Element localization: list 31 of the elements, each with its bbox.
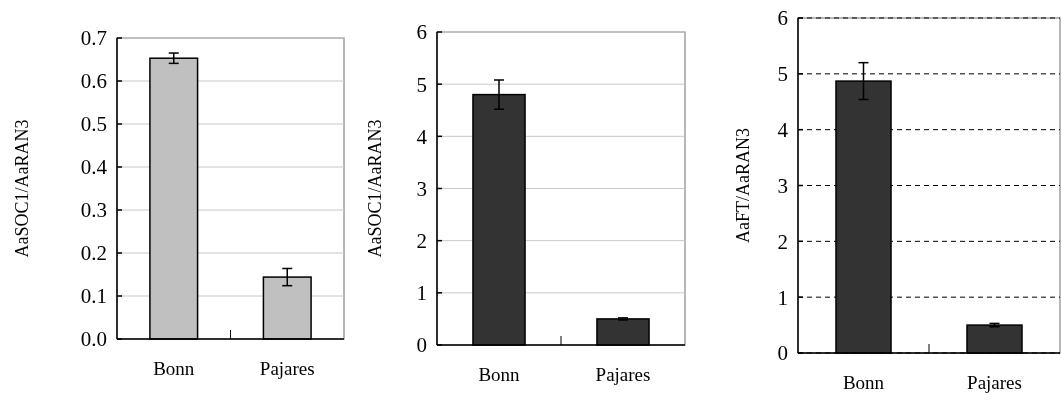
- y-tick-label: 3: [777, 173, 788, 198]
- y-tick-label: 0.4: [80, 155, 108, 180]
- x-tick-label: Bonn: [478, 364, 521, 385]
- y-axis-title: AaFT/AaRAN3: [733, 128, 754, 243]
- x-tick-label: Bonn: [153, 358, 195, 379]
- x-tick-label: Bonn: [842, 372, 885, 393]
- y-tick-label: 0.7: [80, 26, 107, 51]
- y-tick-label: 0.3: [80, 198, 107, 223]
- y-tick-label: 2: [777, 229, 788, 254]
- y-tick-label: 5: [416, 72, 427, 97]
- y-tick-label: 3: [416, 176, 427, 201]
- x-tick-label: Pajares: [259, 358, 315, 379]
- x-tick-label: Pajares: [595, 364, 651, 385]
- y-tick-label: 0: [416, 333, 427, 358]
- x-tick-label: Pajares: [967, 372, 1022, 393]
- y-tick-label: 0.2: [80, 241, 107, 266]
- y-tick-label: 5: [777, 62, 788, 87]
- y-tick-label: 0.1: [80, 284, 107, 309]
- y-tick-label: 0: [777, 341, 788, 366]
- y-tick-label: 6: [777, 6, 788, 31]
- y-tick-label: 6: [416, 20, 427, 45]
- y-tick-label: 1: [777, 285, 788, 310]
- y-tick-label: 0.5: [80, 112, 107, 137]
- y-tick-label: 0.0: [80, 327, 107, 352]
- y-tick-label: 4: [416, 124, 428, 149]
- y-tick-label: 2: [416, 229, 427, 254]
- y-tick-label: 1: [416, 281, 427, 306]
- y-axis-title: AaSOC1/AaRAN3: [12, 119, 33, 258]
- y-tick-label: 0.6: [80, 69, 107, 94]
- y-axis-title: AaSOC1/AaRAN3: [365, 119, 386, 258]
- y-tick-label: 4: [777, 118, 789, 143]
